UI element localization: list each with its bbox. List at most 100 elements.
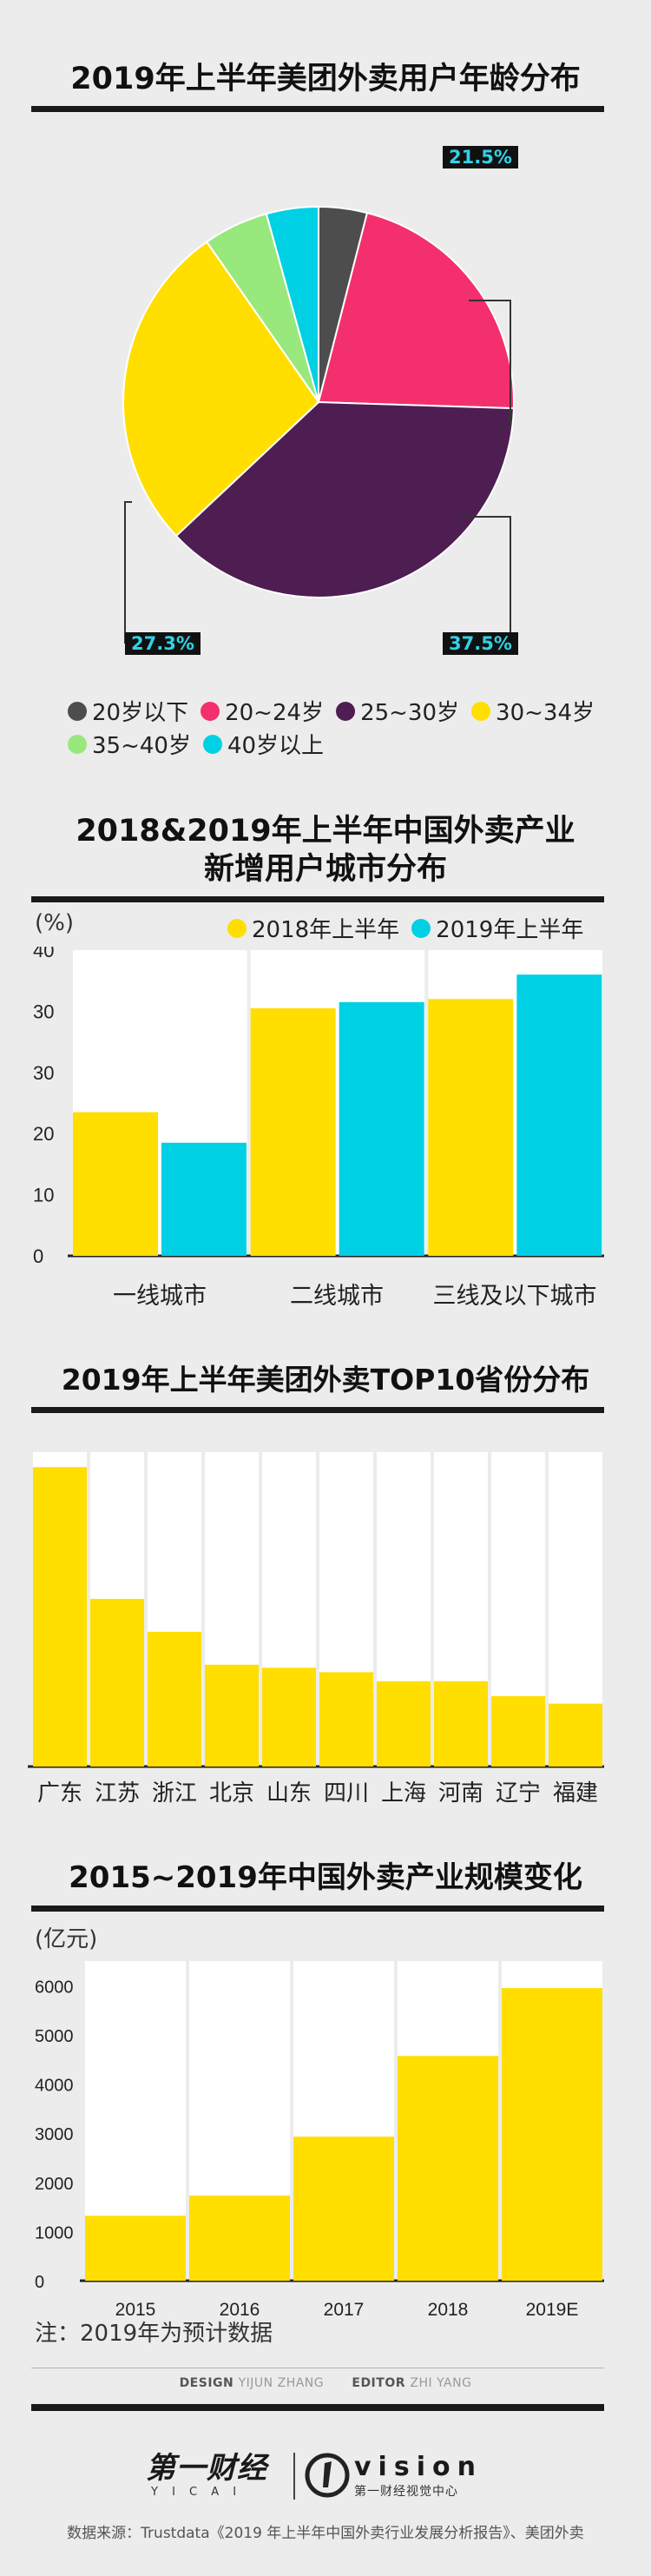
province-category-axis: 广东 江苏 浙江 北京 山东 四川 上海 河南 辽宁 福建 xyxy=(31,1775,604,1807)
pie-slice-25-30 xyxy=(174,400,515,598)
pie-legend-row-1: 20岁以下 20~24岁 25~30岁 30~34岁 xyxy=(68,695,607,727)
x-tick-label: 2019E xyxy=(526,2300,579,2320)
yicai-logo-text: 第一财经 xyxy=(146,2451,267,2486)
y-tick-label: 30 xyxy=(33,1001,54,1022)
category-label: 北京 xyxy=(208,1780,254,1807)
y-tick-label: 0 xyxy=(35,2273,44,2292)
age-pie-chart xyxy=(122,205,515,644)
market-bar xyxy=(293,2137,394,2281)
vision-logo-sub: 第一财经视觉中心 xyxy=(354,2485,458,2499)
bar-2019 xyxy=(516,974,602,1256)
x-tick-label: 2017 xyxy=(324,2300,365,2320)
legend-label: 35~40岁 xyxy=(92,733,191,759)
y-tick-label: 3000 xyxy=(35,2125,74,2144)
legend-swatch xyxy=(201,701,220,721)
market-bar xyxy=(85,2216,186,2281)
yicai-logo-sub: Y I C A I xyxy=(151,2486,242,2499)
category-label: 一线城市 xyxy=(113,1283,207,1310)
province-bar xyxy=(319,1672,373,1767)
bar-2019 xyxy=(339,1001,424,1256)
legend-label: 2018年上半年 xyxy=(252,917,400,943)
legend-swatch xyxy=(202,734,222,754)
legend-item: 2019年上半年 xyxy=(411,912,583,944)
y-tick-label: 6000 xyxy=(35,1978,74,1997)
market-bar xyxy=(189,2196,290,2281)
city-chart-title-line-1: 2018&2019年上半年中国外卖产业 xyxy=(76,814,575,849)
legend-swatch xyxy=(471,701,491,721)
pie-label-37-5: 37.5% xyxy=(443,632,518,655)
y-tick-label: 40 xyxy=(33,947,54,961)
legend-item: 40岁以上 xyxy=(202,728,324,760)
legend-swatch xyxy=(411,918,431,938)
city-legend: 2018年上半年 2019年上半年 xyxy=(227,912,583,944)
bar-2018 xyxy=(250,1007,336,1256)
vision-one-icon xyxy=(305,2453,350,2498)
vision-logo: vision 第一财经视觉中心 xyxy=(354,2453,483,2500)
province-bar xyxy=(549,1703,602,1767)
title-rule xyxy=(31,1906,604,1912)
y-tick-label: 4000 xyxy=(35,2077,74,2096)
pie-slice-over-40 xyxy=(265,205,319,403)
category-label: 江苏 xyxy=(94,1780,140,1807)
data-source: 数据来源：Trustdata《2019 年上半年中国外卖行业发展分析报告》、美团… xyxy=(67,2525,584,2542)
y-tick-label: 5000 xyxy=(35,2027,74,2046)
legend-item: 20~24岁 xyxy=(201,695,324,727)
province-bar xyxy=(377,1681,431,1767)
bar-2018 xyxy=(73,1112,158,1256)
x-tick-label: 2018 xyxy=(428,2300,469,2320)
province-bar xyxy=(148,1631,201,1767)
pie-chart-title: 2019年上半年美团外卖用户年龄分布 xyxy=(70,62,581,96)
category-label: 广东 xyxy=(36,1780,82,1807)
market-bar xyxy=(502,1988,602,2281)
pie-label-27-3: 27.3% xyxy=(125,632,201,655)
logo-divider xyxy=(293,2453,295,2500)
province-bar xyxy=(434,1681,488,1767)
title-rule xyxy=(31,1407,604,1413)
leader-line-20-24 xyxy=(469,300,511,428)
yicai-logo: 第一财经 Y I C A I xyxy=(146,2451,300,2508)
title-rule xyxy=(31,896,604,902)
market-bar xyxy=(398,2056,498,2281)
editor-label: EDITOR xyxy=(352,2376,405,2390)
legend-swatch xyxy=(227,918,247,938)
category-label: 二线城市 xyxy=(290,1283,384,1310)
province-bar xyxy=(491,1695,545,1767)
vision-logo-text: vision xyxy=(354,2452,483,2482)
province-bar xyxy=(33,1467,87,1767)
legend-label: 30~34岁 xyxy=(496,700,595,726)
city-bar-chart: 0 10 20 30 30 40 xyxy=(33,947,604,1267)
legend-item: 25~30岁 xyxy=(336,695,459,727)
x-tick-label: 2015 xyxy=(115,2300,156,2320)
category-label: 浙江 xyxy=(151,1780,197,1807)
category-label: 河南 xyxy=(437,1780,483,1807)
y-tick-label: 2000 xyxy=(35,2175,74,2194)
design-label: DESIGN xyxy=(179,2376,234,2390)
pie-legend-row-2: 35~40岁 40岁以上 xyxy=(68,728,336,760)
city-unit-label: (%) xyxy=(35,910,74,936)
pie-slice-20-24 xyxy=(317,211,515,410)
y-tick-label: 20 xyxy=(33,1123,54,1145)
market-unit-label: (亿元) xyxy=(35,1926,98,1952)
bar-2019 xyxy=(161,1142,247,1256)
pie-slice-30-34 xyxy=(122,241,320,538)
leader-line-25-30 xyxy=(460,516,511,637)
y-tick-label: 1000 xyxy=(35,2223,74,2242)
legend-item: 2018年上半年 xyxy=(227,912,399,944)
province-bar xyxy=(262,1668,316,1767)
legend-label: 2019年上半年 xyxy=(436,917,584,943)
category-label: 福建 xyxy=(552,1780,598,1807)
legend-item: 35~40岁 xyxy=(68,728,191,760)
legend-label: 20岁以下 xyxy=(92,700,189,726)
y-tick-label: 0 xyxy=(33,1245,43,1267)
editor-name: ZHI YANG xyxy=(410,2376,472,2390)
category-label: 山东 xyxy=(266,1780,312,1807)
category-label: 上海 xyxy=(380,1780,426,1807)
city-chart-title-line-2: 新增用户城市分布 xyxy=(203,852,447,887)
x-tick-label: 2016 xyxy=(220,2300,260,2320)
province-bar xyxy=(90,1598,144,1767)
province-chart-title: 2019年上半年美团外卖TOP10省份分布 xyxy=(61,1363,590,1397)
category-label: 三线及以下城市 xyxy=(432,1283,597,1310)
category-label: 四川 xyxy=(323,1780,369,1807)
title-rule xyxy=(31,106,604,112)
legend-swatch xyxy=(68,734,87,754)
